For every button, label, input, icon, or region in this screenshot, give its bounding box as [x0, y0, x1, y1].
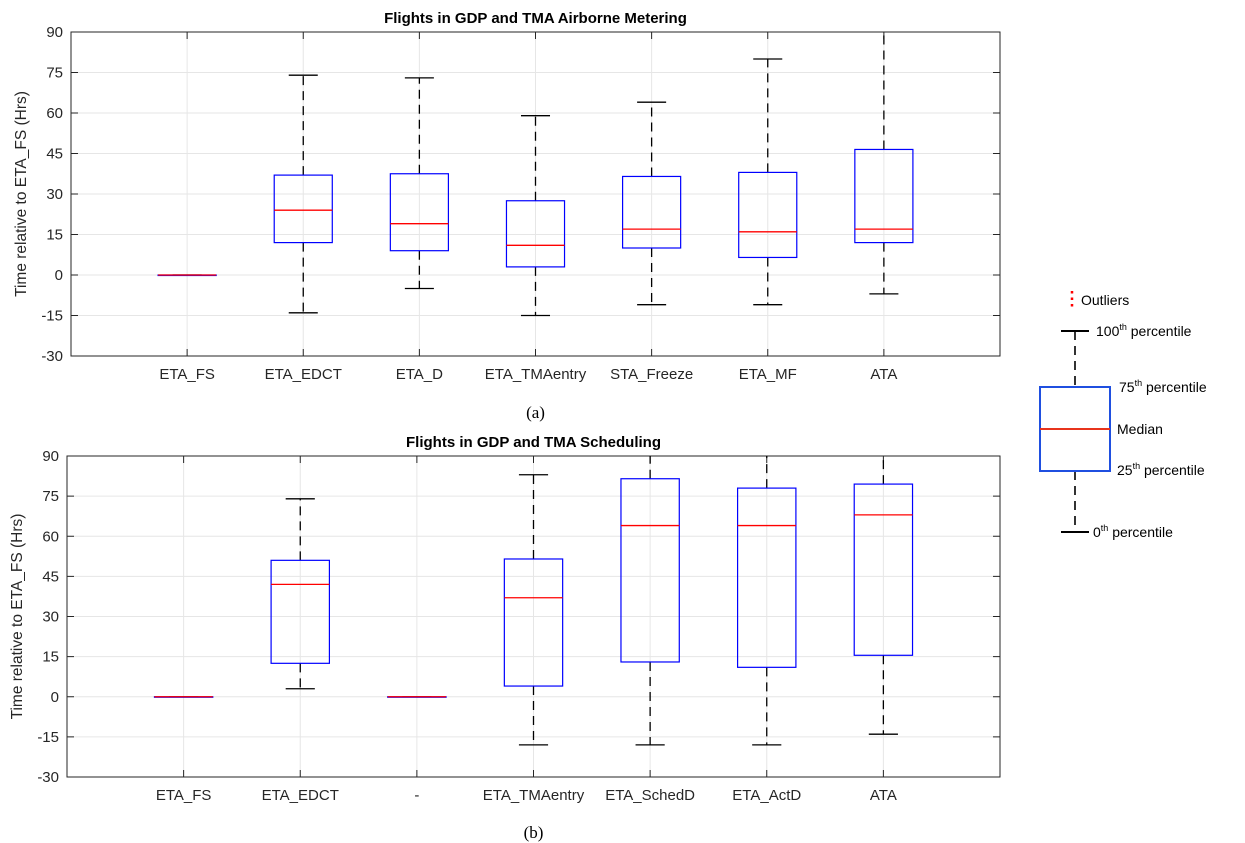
- x-category-label: STA_Freeze: [610, 366, 693, 383]
- x-category-label: -: [414, 787, 419, 804]
- y-tick-label: 90: [46, 24, 63, 41]
- chart-panel-b: -30 -15 0 15 30 45 60 75 90 ETA_FS ETA_EDCT - ETA_TM…: [9, 434, 1001, 842]
- box-ETA_TMAentry: [505, 115, 566, 317]
- box-ATA: [853, 456, 914, 735]
- y-tick-label: 15: [46, 227, 63, 244]
- y-tick-label: 30: [46, 186, 63, 203]
- x-category-label: ETA_FS: [159, 366, 215, 383]
- iqr-box: [854, 148, 914, 244]
- x-category-label: ETA_TMAentry: [483, 787, 585, 804]
- y-tick-label: 45: [46, 146, 63, 163]
- box-ETA_ActD: [736, 456, 797, 746]
- y-tick-label: 60: [46, 105, 63, 122]
- x-category-label: ETA_FS: [156, 787, 212, 804]
- y-tick-label: 30: [42, 609, 59, 626]
- x-category-label: ETA_MF: [739, 366, 797, 383]
- iqr-box: [621, 175, 682, 249]
- iqr-box: [738, 171, 798, 259]
- box-ETA_FS: [157, 274, 217, 277]
- x-category-label: ATA: [870, 366, 897, 383]
- x-category-label: ETA_EDCT: [265, 366, 342, 383]
- x-category-label: ATA: [870, 787, 897, 804]
- iqr-box: [389, 173, 450, 252]
- iqr-box: [736, 487, 797, 668]
- y-tick-label: 75: [42, 488, 59, 505]
- y-tick-label: 0: [51, 689, 59, 706]
- chart-title: Flights in GDP and TMA Scheduling: [406, 434, 661, 451]
- chart-title: Flights in GDP and TMA Airborne Metering: [384, 10, 687, 27]
- y-tick-label: 15: [42, 649, 59, 666]
- y-tick-label: -30: [37, 769, 59, 786]
- y-tick-label: -15: [41, 308, 63, 325]
- box-legend: Outliers 100th percentile 75th percentil…: [1039, 291, 1207, 540]
- y-tick-label: -30: [41, 348, 63, 365]
- box-ATA: [854, 32, 914, 295]
- y-axis-label: Time relative to ETA_FS (Hrs): [13, 91, 30, 297]
- iqr-box: [620, 478, 680, 663]
- y-tick-label: 75: [46, 65, 63, 82]
- panel-caption: (b): [524, 823, 544, 842]
- y-axis-label: Time relative to ETA_FS (Hrs): [9, 514, 26, 720]
- x-category-label: ETA_D: [396, 366, 443, 383]
- y-tick-label: 45: [42, 568, 59, 585]
- legend-100th-label: 100th percentile: [1096, 322, 1192, 339]
- box-ETA_SchedD: [620, 456, 680, 746]
- box--: [387, 696, 447, 698]
- box-ETA_D: [389, 77, 450, 290]
- chart-panel-a: -30 -15 0 15 30 45 60 75 90 ETA_FS ETA_EDCT ETA_D ET…: [13, 10, 1001, 422]
- iqr-box: [505, 200, 566, 268]
- legend-outliers-label: Outliers: [1081, 292, 1129, 308]
- x-category-label: ETA_SchedD: [605, 787, 695, 804]
- panel-caption: (a): [526, 403, 545, 422]
- iqr-box: [270, 559, 331, 664]
- x-category-label: ETA_EDCT: [262, 787, 339, 804]
- box-ETA_MF: [738, 58, 798, 306]
- iqr-box: [273, 174, 333, 244]
- y-tick-label: 60: [42, 528, 59, 545]
- y-tick-label: -15: [37, 729, 59, 746]
- y-tick-label: 0: [55, 267, 63, 284]
- iqr-box: [853, 483, 914, 656]
- box-ETA_FS: [153, 696, 214, 698]
- x-category-label: ETA_TMAentry: [485, 366, 587, 383]
- box-ETA_EDCT: [273, 74, 333, 314]
- y-tick-label: 90: [42, 448, 59, 465]
- iqr-box: [503, 558, 564, 687]
- legend-75th-label: 75th percentile: [1119, 378, 1207, 395]
- legend-25th-label: 25th percentile: [1117, 461, 1205, 478]
- box-STA_Freeze: [621, 101, 682, 306]
- box-ETA_EDCT: [270, 498, 331, 690]
- legend-median-label: Median: [1117, 421, 1163, 437]
- legend-0th-label: 0th percentile: [1093, 523, 1173, 540]
- x-category-label: ETA_ActD: [732, 787, 801, 804]
- box-ETA_TMAentry: [503, 474, 564, 746]
